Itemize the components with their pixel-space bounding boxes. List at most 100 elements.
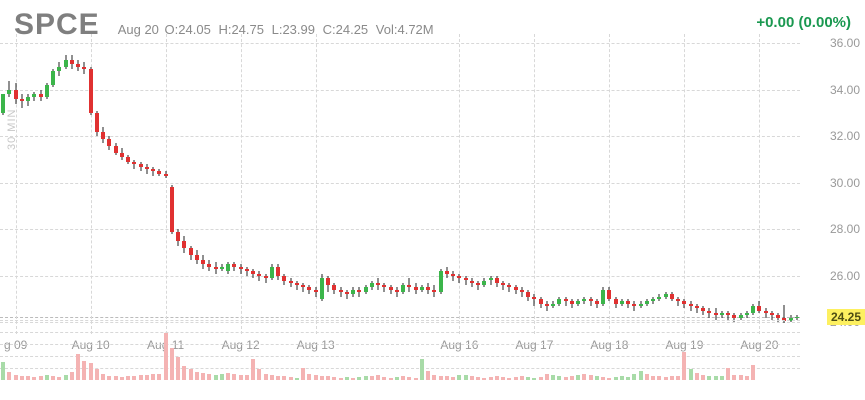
volume-bar-49[interactable] — [307, 374, 311, 380]
volume-bar-91[interactable] — [570, 376, 574, 380]
volume-bar-20[interactable] — [126, 376, 130, 380]
volume-bar-5[interactable] — [32, 377, 36, 380]
volume-bar-13[interactable] — [82, 361, 86, 380]
volume-bar-86[interactable] — [539, 377, 543, 380]
volume-bar-62[interactable] — [389, 378, 393, 380]
volume-bar-105[interactable] — [657, 376, 661, 380]
volume-bar-103[interactable] — [645, 374, 649, 380]
volume-bar-96[interactable] — [601, 377, 605, 380]
volume-bar-34[interactable] — [214, 375, 218, 380]
volume-bar-90[interactable] — [564, 377, 568, 380]
volume-bar-1[interactable] — [7, 372, 11, 380]
volume-bar-94[interactable] — [589, 375, 593, 380]
volume-bar-48[interactable] — [301, 368, 305, 380]
volume-bar-81[interactable] — [507, 378, 511, 380]
volume-bar-17[interactable] — [107, 376, 111, 380]
volume-bar-67[interactable] — [420, 359, 424, 380]
volume-bar-10[interactable] — [64, 375, 68, 380]
volume-bar-32[interactable] — [201, 373, 205, 380]
volume-bar-110[interactable] — [689, 369, 693, 380]
volume-bar-60[interactable] — [376, 375, 380, 380]
volume-bar-93[interactable] — [582, 374, 586, 380]
volume-bar-82[interactable] — [514, 377, 518, 380]
volume-bar-57[interactable] — [357, 377, 361, 380]
volume-bar-77[interactable] — [482, 378, 486, 380]
volume-bar-21[interactable] — [132, 376, 136, 380]
volume-bar-113[interactable] — [707, 376, 711, 380]
volume-bar-72[interactable] — [451, 377, 455, 380]
volume-bar-11[interactable] — [70, 372, 74, 380]
volume-bar-24[interactable] — [151, 374, 155, 380]
volume-bar-119[interactable] — [745, 376, 749, 380]
volume-bar-76[interactable] — [476, 377, 480, 380]
volume-bar-27[interactable] — [170, 348, 174, 380]
volume-bar-109[interactable] — [682, 352, 686, 380]
volume-bar-15[interactable] — [95, 369, 99, 380]
volume-bar-118[interactable] — [739, 375, 743, 380]
volume-bar-19[interactable] — [120, 377, 124, 380]
volume-bar-39[interactable] — [245, 375, 249, 380]
volume-bar-117[interactable] — [732, 375, 736, 380]
volume-bar-66[interactable] — [414, 378, 418, 380]
volume-bar-55[interactable] — [345, 377, 349, 380]
volume-bar-9[interactable] — [57, 377, 61, 380]
volume-bar-26[interactable] — [164, 333, 168, 380]
volume-bar-41[interactable] — [257, 369, 261, 380]
volume-bar-33[interactable] — [207, 374, 211, 380]
volume-bar-23[interactable] — [145, 375, 149, 380]
volume-bar-3[interactable] — [20, 376, 24, 380]
volume-bar-63[interactable] — [395, 377, 399, 380]
volume-bar-100[interactable] — [626, 377, 630, 380]
volume-bar-107[interactable] — [670, 376, 674, 380]
volume-bar-12[interactable] — [76, 354, 80, 380]
volume-bar-28[interactable] — [176, 357, 180, 380]
volume-bar-54[interactable] — [339, 378, 343, 380]
volume-bar-45[interactable] — [282, 376, 286, 380]
volume-bar-75[interactable] — [470, 376, 474, 380]
volume-bar-4[interactable] — [26, 376, 30, 380]
volume-bar-58[interactable] — [364, 376, 368, 380]
candlestick-plot-area[interactable]: 36.0034.0032.0030.0028.0026.0024.0024.25… — [0, 34, 800, 334]
volume-bar-88[interactable] — [551, 375, 555, 380]
volume-bar-79[interactable] — [495, 376, 499, 380]
volume-bar-47[interactable] — [295, 378, 299, 380]
volume-bar-30[interactable] — [189, 369, 193, 380]
volume-bar-98[interactable] — [614, 377, 618, 380]
volume-bar-50[interactable] — [314, 375, 318, 380]
volume-bar-108[interactable] — [676, 376, 680, 380]
volume-bar-87[interactable] — [545, 374, 549, 380]
volume-bar-85[interactable] — [532, 378, 536, 380]
volume-bar-112[interactable] — [701, 375, 705, 380]
volume-bar-65[interactable] — [407, 377, 411, 380]
volume-plot-area[interactable]: 10M8M6M4M2M — [0, 320, 800, 380]
volume-bar-114[interactable] — [714, 376, 718, 380]
volume-bar-68[interactable] — [426, 371, 430, 380]
volume-bar-14[interactable] — [89, 363, 93, 380]
volume-bar-74[interactable] — [464, 375, 468, 380]
volume-bar-36[interactable] — [226, 373, 230, 380]
volume-bar-51[interactable] — [320, 376, 324, 380]
volume-bar-18[interactable] — [114, 376, 118, 380]
volume-bar-46[interactable] — [289, 377, 293, 380]
volume-bar-44[interactable] — [276, 376, 280, 380]
volume-bar-59[interactable] — [370, 376, 374, 380]
volume-bar-102[interactable] — [639, 371, 643, 380]
volume-bar-56[interactable] — [351, 378, 355, 380]
volume-bar-111[interactable] — [695, 373, 699, 380]
volume-bar-38[interactable] — [239, 375, 243, 380]
volume-bar-97[interactable] — [607, 378, 611, 380]
volume-bar-101[interactable] — [632, 374, 636, 380]
volume-bar-8[interactable] — [51, 376, 55, 380]
volume-bar-89[interactable] — [557, 376, 561, 380]
volume-bar-6[interactable] — [39, 376, 43, 380]
volume-bar-95[interactable] — [595, 376, 599, 380]
volume-bar-42[interactable] — [264, 374, 268, 380]
volume-bar-106[interactable] — [664, 377, 668, 380]
volume-bar-7[interactable] — [45, 375, 49, 380]
volume-bar-52[interactable] — [326, 376, 330, 380]
volume-bar-104[interactable] — [651, 376, 655, 380]
volume-bar-31[interactable] — [195, 372, 199, 380]
volume-bar-40[interactable] — [251, 359, 255, 380]
volume-bar-16[interactable] — [101, 374, 105, 380]
volume-bar-37[interactable] — [232, 374, 236, 380]
